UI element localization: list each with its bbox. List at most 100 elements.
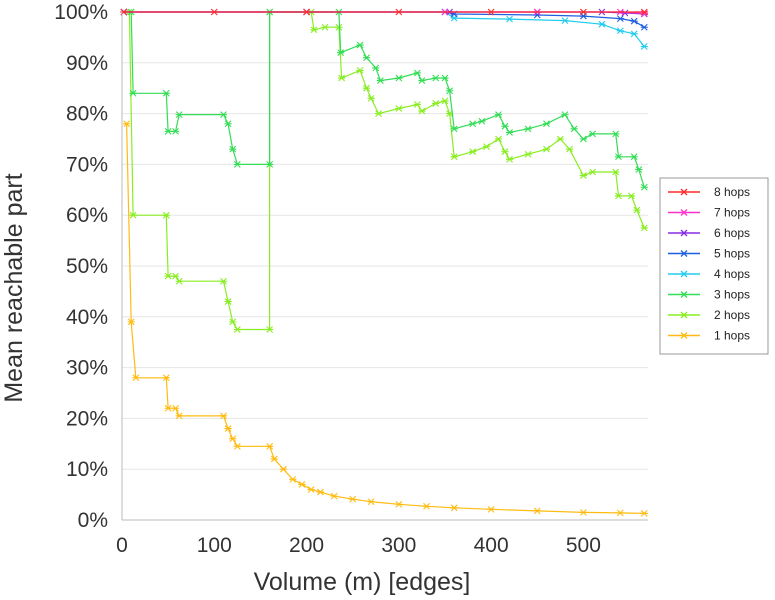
data-point-2-hops: [633, 206, 641, 214]
data-point-2-hops: [129, 211, 137, 219]
legend-item-4-hops: 4 hops: [668, 267, 750, 281]
y-tick-label: 10%: [66, 458, 108, 481]
x-axis-title: Volume (m) [edges]: [254, 568, 471, 596]
legend-item-3-hops: 3 hops: [668, 288, 750, 302]
data-point-1-hops: [349, 495, 357, 503]
data-point-1-hops: [298, 481, 306, 488]
data-point-1-hops: [266, 442, 274, 450]
data-point-2-hops: [556, 135, 564, 143]
data-point-3-hops: [494, 111, 503, 119]
data-point-1-hops: [640, 510, 648, 517]
data-point-1-hops: [316, 488, 325, 496]
data-point-1-hops: [123, 120, 131, 128]
data-point-2-hops: [432, 100, 440, 107]
y-tick-label: 90%: [66, 52, 108, 75]
data-point-3-hops: [469, 120, 477, 128]
x-tick-label: 100: [197, 534, 232, 557]
data-point-1-hops: [487, 505, 495, 513]
data-point-2-hops: [335, 23, 343, 31]
y-tick-label: 50%: [66, 255, 108, 278]
data-point-3-hops: [224, 120, 232, 128]
data-point-2-hops: [266, 326, 274, 333]
data-point-1-hops: [132, 374, 140, 382]
data-point-3-hops: [441, 74, 449, 82]
legend-box: [659, 177, 769, 355]
legend-item-8-hops: 8 hops: [668, 185, 750, 199]
data-point-3-hops: [376, 77, 384, 84]
series-1-hops: [123, 120, 648, 517]
legend-label: 1 hops: [714, 329, 750, 343]
legend-item-6-hops: 6 hops: [668, 226, 750, 240]
data-point-3-hops: [524, 125, 532, 133]
data-point-2-hops: [413, 101, 421, 108]
legend-label: 2 hops: [714, 308, 750, 322]
legend-marker: [680, 270, 688, 278]
data-point-2-hops: [175, 277, 183, 285]
data-point-3-hops: [501, 122, 509, 130]
legend-label: 6 hops: [714, 226, 750, 240]
legend-label: 5 hops: [714, 247, 750, 261]
data-point-2-hops: [565, 145, 574, 153]
data-point-3-hops: [445, 87, 454, 95]
legend-item-2-hops: 2 hops: [668, 308, 750, 322]
data-point-2-hops: [627, 192, 635, 200]
data-point-1-hops: [127, 318, 135, 326]
data-point-1-hops: [175, 412, 183, 420]
data-point-3-hops: [356, 41, 364, 49]
data-point-8-hops: [487, 8, 495, 16]
legend-label: 3 hops: [714, 288, 750, 302]
data-point-1-hops: [450, 504, 458, 512]
data-point-3-hops: [171, 127, 180, 135]
data-point-2-hops: [374, 110, 383, 117]
data-point-2-hops: [233, 326, 241, 333]
legend-marker: [680, 209, 688, 216]
data-point-3-hops: [579, 135, 588, 143]
data-point-2-hops: [614, 192, 623, 200]
data-point-8-hops: [395, 8, 403, 16]
data-point-1-hops: [533, 507, 541, 515]
y-axis-title: Mean reachable part: [0, 173, 28, 402]
data-point-3-hops: [372, 64, 380, 72]
data-point-3-hops: [505, 129, 514, 136]
data-point-8-hops: [302, 8, 311, 16]
data-point-5-hops: [630, 17, 638, 25]
data-point-3-hops: [432, 74, 440, 82]
data-point-2-hops: [501, 148, 509, 156]
legend-marker: [680, 188, 688, 196]
data-point-2-hops: [171, 272, 180, 280]
data-point-3-hops: [229, 145, 237, 153]
data-point-2-hops: [362, 84, 371, 92]
data-point-5-hops: [616, 15, 624, 22]
series-3-hops: [120, 8, 648, 191]
data-point-1-hops: [171, 404, 180, 412]
data-point-2-hops: [524, 150, 532, 158]
data-point-2-hops: [469, 148, 477, 156]
data-point-4-hops: [561, 17, 569, 25]
data-point-3-hops: [630, 153, 638, 161]
data-point-3-hops: [219, 111, 228, 119]
legend-marker: [680, 311, 688, 319]
y-tick-label: 100%: [54, 1, 108, 24]
legend-item-1-hops: 1 hops: [668, 329, 750, 343]
data-point-8-hops: [210, 8, 218, 16]
data-point-2-hops: [164, 272, 172, 280]
data-point-2-hops: [356, 67, 364, 74]
data-point-3-hops: [162, 89, 170, 97]
data-point-2-hops: [338, 74, 346, 82]
data-point-3-hops: [542, 120, 551, 128]
series-lines: [120, 8, 648, 517]
data-point-1-hops: [224, 425, 232, 432]
data-point-1-hops: [422, 502, 431, 510]
data-point-2-hops: [612, 168, 620, 176]
data-point-3-hops: [589, 130, 597, 138]
x-tick-label: 200: [289, 534, 324, 557]
data-point-2-hops: [579, 172, 588, 179]
data-point-3-hops: [570, 125, 578, 133]
data-point-4-hops: [616, 27, 624, 35]
data-point-2-hops: [321, 23, 329, 31]
y-tick-label: 20%: [66, 407, 108, 430]
y-tick-label: 80%: [66, 103, 108, 126]
data-point-2-hops: [494, 135, 503, 143]
data-point-2-hops: [589, 168, 597, 176]
